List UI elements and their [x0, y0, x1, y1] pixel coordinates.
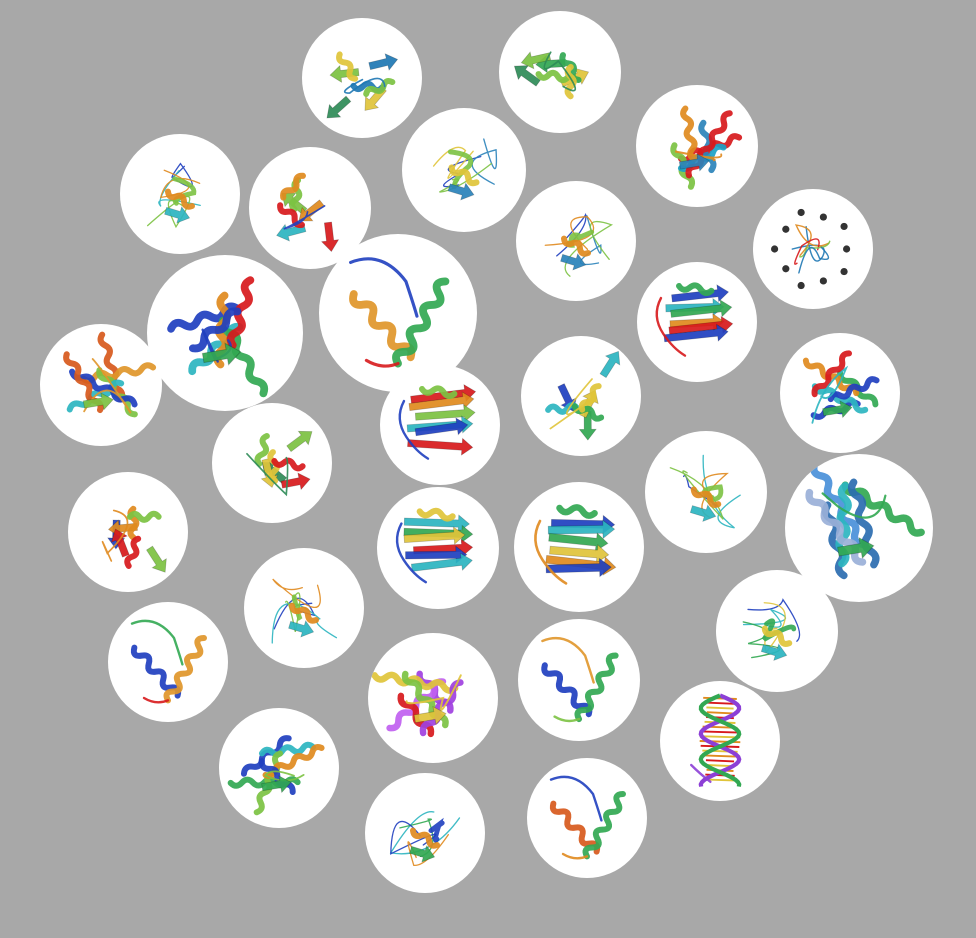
structure-bubble: [108, 602, 228, 722]
protein-structure-render: [377, 487, 499, 609]
structure-bubble: [40, 324, 162, 446]
protein-structure-render: [527, 758, 647, 878]
structure-bubble: [302, 18, 422, 138]
structure-bubble: [660, 681, 780, 801]
structure-bubble: [514, 482, 644, 612]
protein-structure-render: [637, 262, 757, 382]
protein-structure-render: [244, 548, 364, 668]
protein-structure-render: [514, 482, 644, 612]
protein-structure-render: [780, 333, 900, 453]
structure-bubble: [402, 108, 526, 232]
structure-bubble: [527, 758, 647, 878]
protein-structure-render: [753, 189, 873, 309]
structure-bubble: [68, 472, 188, 592]
protein-structure-render: [516, 181, 636, 301]
protein-structure-render: [68, 472, 188, 592]
protein-structure-render: [499, 11, 621, 133]
structure-bubble: [219, 708, 339, 828]
structure-bubble: [499, 11, 621, 133]
protein-structure-render: [365, 773, 485, 893]
structure-bubble: [716, 570, 838, 692]
protein-structure-render: [716, 570, 838, 692]
structure-bubble: [368, 633, 498, 763]
structure-bubble: [516, 181, 636, 301]
structure-bubble: [377, 487, 499, 609]
structure-bubble: [518, 619, 640, 741]
protein-structure-render: [147, 255, 303, 411]
structure-bubble: [147, 255, 303, 411]
structure-bubble: [753, 189, 873, 309]
structure-bubble: [521, 336, 641, 456]
protein-structure-render: [212, 403, 332, 523]
structure-bubble: [212, 403, 332, 523]
structure-bubble: [645, 431, 767, 553]
protein-structure-render: [660, 681, 780, 801]
protein-structure-render: [380, 365, 500, 485]
structure-bubble: [120, 134, 240, 254]
protein-structure-render: [302, 18, 422, 138]
protein-structure-render: [402, 108, 526, 232]
protein-structure-render: [219, 708, 339, 828]
structure-bubble: [637, 262, 757, 382]
structure-bubble: [380, 365, 500, 485]
protein-structure-render: [40, 324, 162, 446]
protein-structure-render: [368, 633, 498, 763]
protein-structure-render: [120, 134, 240, 254]
protein-structure-render: [518, 619, 640, 741]
structure-bubble: [636, 85, 758, 207]
protein-structure-render: [645, 431, 767, 553]
protein-structure-render: [636, 85, 758, 207]
structure-bubble: [780, 333, 900, 453]
protein-structure-render: [108, 602, 228, 722]
protein-structure-render: [521, 336, 641, 456]
structure-bubble: [244, 548, 364, 668]
structure-bubble: [365, 773, 485, 893]
